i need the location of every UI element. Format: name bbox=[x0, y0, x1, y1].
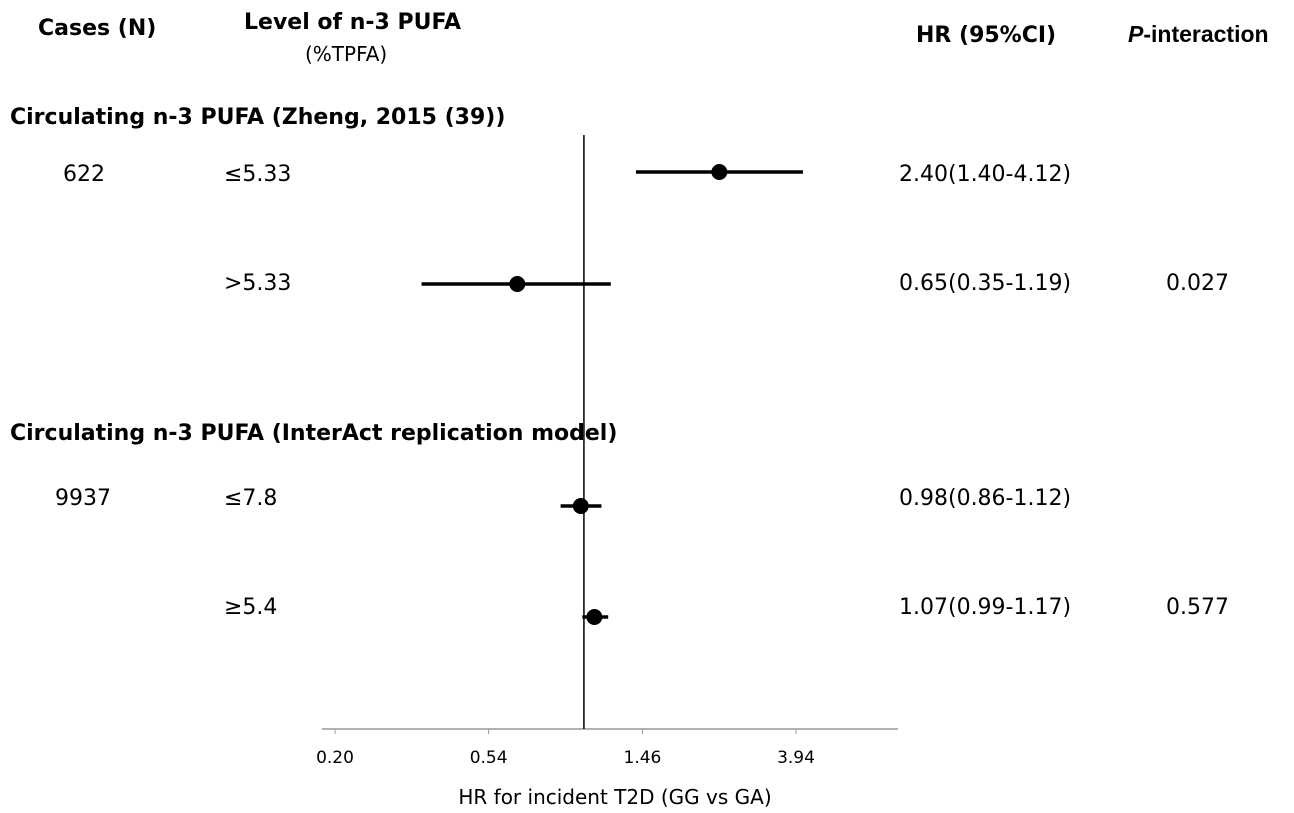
section1-p-interaction: 0.027 bbox=[1166, 271, 1229, 296]
row-level: ≥5.4 bbox=[224, 595, 278, 620]
x-tick-label: 0.54 bbox=[470, 748, 508, 768]
hr-point bbox=[509, 276, 526, 292]
x-tick-label: 0.20 bbox=[316, 748, 354, 768]
header-level-unit: (%TPFA) bbox=[305, 42, 388, 66]
row-hr-text: 1.07(0.99-1.17) bbox=[899, 595, 1072, 620]
row-level: ≤7.8 bbox=[224, 486, 278, 511]
row-hr-text: 2.40(1.40-4.12) bbox=[899, 162, 1072, 187]
section-title-zheng: Circulating n-3 PUFA (Zheng, 2015 (39)) bbox=[10, 105, 506, 130]
header-hr: HR (95%CI) bbox=[916, 23, 1057, 48]
x-tick-label: 3.94 bbox=[777, 748, 815, 768]
section2-cases: 9937 bbox=[55, 486, 111, 511]
section2-p-interaction: 0.577 bbox=[1166, 595, 1229, 620]
row-level: ≤5.33 bbox=[224, 162, 292, 187]
hr-point bbox=[572, 498, 589, 514]
header-level: Level of n-3 PUFA bbox=[244, 10, 462, 35]
row-level: >5.33 bbox=[224, 271, 292, 296]
header-cases: Cases (N) bbox=[38, 16, 157, 41]
tick-group: 0.20 0.54 1.46 3.94 bbox=[316, 729, 815, 768]
x-tick-label: 1.46 bbox=[624, 748, 662, 768]
estimate-group bbox=[421, 164, 803, 625]
row-hr-text: 0.65(0.35-1.19) bbox=[899, 271, 1072, 296]
x-axis-title: HR for incident T2D (GG vs GA) bbox=[458, 785, 771, 809]
header-p-italic: P bbox=[1128, 21, 1144, 47]
header-p-rest: -interaction bbox=[1143, 21, 1269, 47]
section1-cases: 622 bbox=[63, 162, 105, 187]
hr-point bbox=[711, 164, 728, 180]
hr-point bbox=[586, 609, 603, 625]
section-title-interact: Circulating n-3 PUFA (InterAct replicati… bbox=[10, 421, 618, 446]
header-p-interaction: P-interaction bbox=[1128, 23, 1269, 46]
row-hr-text: 0.98(0.86-1.12) bbox=[899, 486, 1072, 511]
